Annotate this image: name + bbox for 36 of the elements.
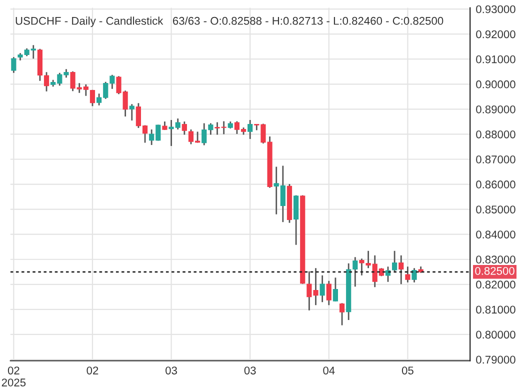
candlestick (320, 274, 325, 303)
x-tick-label: 04 (323, 366, 335, 374)
candlestick (182, 120, 187, 136)
y-tick-label: 0.87000 (476, 156, 516, 164)
text: USDCHF - Daily - Candlestick 63/63 - O:0.82588 - H:0.82713 - L:0.82460 - C:0.82500 (16, 16, 444, 27)
y-tick-label: 0.82000 (476, 280, 516, 289)
candlestick (405, 266, 410, 284)
y-tick-label: 0.80000 (476, 330, 516, 339)
y-tick-label: 0.92000 (476, 30, 516, 38)
candlestick (11, 56, 16, 74)
candlestick (90, 89, 96, 107)
candlestick (412, 267, 417, 284)
y-tick-label: 0.81000 (476, 306, 516, 314)
candlestick (248, 119, 253, 140)
y-tick-label: 0.83000 (476, 256, 516, 264)
y-tick-label: 0.79000 (476, 356, 516, 364)
x-tick-label: 03 (244, 366, 256, 374)
ref-line-label: 0.82500 (475, 267, 514, 275)
y-tick-label: 0.93000 (476, 5, 516, 14)
x-tick-label: 02 2025 (2, 366, 26, 386)
y-tick-label: 0.90000 (476, 80, 516, 88)
candlestick (129, 103, 134, 122)
candlestick (332, 276, 338, 302)
y-tick-label: 0.88000 (476, 130, 516, 138)
candlestick (339, 302, 345, 326)
y-tick-label: 0.85000 (476, 206, 516, 214)
candlestick (398, 254, 404, 285)
y-tick-label: 0.84000 (476, 230, 516, 238)
x-tick-label: 05 (402, 366, 414, 374)
x-tick-label: 03 (166, 366, 177, 374)
y-tick-label: 0.89000 (476, 105, 516, 114)
y-tick-label: 0.86000 (476, 180, 516, 188)
x-tick-label: 02 (86, 366, 98, 374)
candlestick (294, 194, 299, 246)
candlestick (326, 280, 332, 306)
y-tick-label: 0.91000 (476, 55, 516, 64)
